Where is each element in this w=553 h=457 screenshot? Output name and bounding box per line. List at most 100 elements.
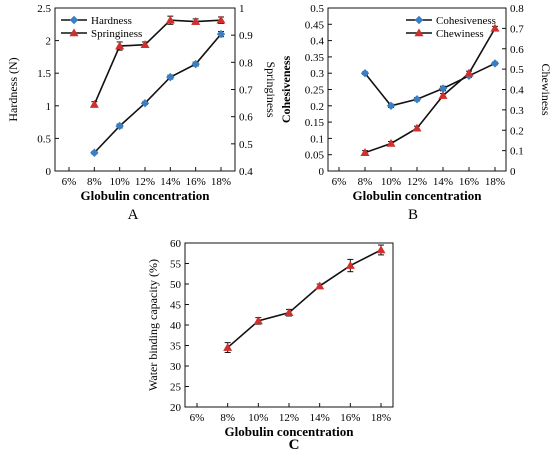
x-axis-label: Globulin concentration <box>353 188 483 203</box>
series-hardness <box>90 29 226 157</box>
x-tick-label: 12% <box>279 412 299 424</box>
x-tick-label: 6% <box>62 176 77 188</box>
x-tick-label: 6% <box>190 412 205 424</box>
data-point <box>165 15 175 24</box>
y2-tick-label: 0.6 <box>510 44 524 56</box>
y-tick-label: 35 <box>170 341 182 353</box>
x-tick-label: 12% <box>407 176 427 188</box>
y2-tick-label: 0.5 <box>510 64 524 76</box>
y2-tick-label: 0.7 <box>239 85 253 97</box>
series-line <box>93 33 222 154</box>
x-tick-label: 14% <box>433 176 453 188</box>
y2-tick-label: 0.6 <box>239 112 253 124</box>
x-axis-label: Globulin concentration <box>225 424 355 439</box>
y2-tick-label: 0.2 <box>510 125 524 137</box>
y-tick-label: 20 <box>170 402 182 414</box>
legend-label: Cohesiveness <box>436 15 496 27</box>
y2-tick-label: 0.1 <box>510 146 524 158</box>
legend-label: Chewiness <box>436 28 484 40</box>
data-point <box>376 245 386 254</box>
y2-tick-label: 0.3 <box>510 105 524 117</box>
y-tick-label: 40 <box>170 320 182 332</box>
data-point <box>115 121 124 131</box>
series-line <box>227 249 382 349</box>
data-point <box>386 138 396 147</box>
y-tick-label: 25 <box>170 382 182 394</box>
y-tick-label: 0.2 <box>310 101 324 113</box>
y-tick-label: 30 <box>170 361 182 373</box>
y-tick-label: 0.3 <box>310 68 324 80</box>
x-tick-label: 18% <box>371 412 391 424</box>
legend-label: Hardness <box>91 15 132 27</box>
y-axis-label-left: Water binding capacity (%) <box>146 259 160 391</box>
y-tick-label: 0 <box>46 166 52 178</box>
data-point <box>464 68 474 77</box>
series-line <box>364 27 496 154</box>
x-tick-label: 10% <box>110 176 130 188</box>
y-axis-label-right: Chewiness <box>539 64 553 116</box>
x-tick-label: 8% <box>220 412 235 424</box>
legend-marker <box>414 15 424 25</box>
data-point <box>140 98 150 108</box>
data-point <box>253 316 263 325</box>
data-point <box>140 40 150 48</box>
x-tick-label: 18% <box>211 176 231 188</box>
panel-letter-c: C <box>289 437 300 453</box>
y-tick-label: 0 <box>319 166 325 178</box>
y-tick-label: 0.35 <box>305 52 325 64</box>
y-tick-label: 0.15 <box>305 117 325 129</box>
y-axis-label-left: Hardness (N) <box>6 57 20 121</box>
y2-tick-label: 0.8 <box>239 57 253 69</box>
data-point <box>223 342 233 351</box>
data-point <box>345 260 355 269</box>
y2-tick-label: 0.7 <box>510 23 524 35</box>
series-cohesiveness <box>360 59 500 111</box>
y2-tick-label: 0.4 <box>239 166 253 178</box>
y-tick-label: 2 <box>46 36 52 48</box>
y-axis-label-right: Springiness <box>264 61 278 117</box>
x-tick-label: 16% <box>340 412 360 424</box>
x-tick-label: 16% <box>459 176 479 188</box>
data-point <box>360 148 370 156</box>
legend-marker <box>69 15 79 25</box>
panel-b: 0 0.05 0.1 0.15 0.2 0.25 0.3 0.35 0.4 0.45 0.5 0 0.1… <box>279 3 553 223</box>
legend-marker <box>69 28 79 37</box>
y2-tick-label: 0.8 <box>510 3 524 15</box>
x-axis-label: Globulin concentration <box>81 188 211 203</box>
y-tick-label: 0.25 <box>305 85 325 97</box>
series-springiness <box>89 15 226 108</box>
y-tick-label: 0.1 <box>310 133 324 145</box>
x-tick-label: 14% <box>160 176 180 188</box>
data-point <box>191 16 201 25</box>
y-tick-label: 0.05 <box>305 150 325 162</box>
data-point <box>115 41 125 50</box>
y-tick-label: 0.5 <box>37 133 51 145</box>
x-tick-label: 16% <box>186 176 206 188</box>
panel-letter-b: B <box>408 207 418 223</box>
y2-tick-label: 0 <box>510 166 516 178</box>
y-axis-label-left: Cohesiveness <box>279 56 293 124</box>
data-point <box>216 29 226 39</box>
x-tick-label: 10% <box>248 412 268 424</box>
data-point <box>90 148 99 157</box>
y2-tick-label: 1 <box>239 3 245 15</box>
y-tick-label: 1 <box>46 101 52 113</box>
panel-c: 20 25 30 35 40 45 50 55 60 6% 8% 10% 12% 14% 16% 18% Glo… <box>146 238 394 453</box>
data-point <box>216 15 226 24</box>
series-line <box>364 62 496 107</box>
y2-tick-label: 0.9 <box>239 30 253 42</box>
y-tick-label: 50 <box>170 279 182 291</box>
y-tick-label: 1.5 <box>37 68 51 80</box>
y-tick-label: 2.5 <box>37 3 51 15</box>
panel-letter-a: A <box>128 207 139 223</box>
data-point <box>490 59 500 68</box>
x-tick-label: 8% <box>87 176 102 188</box>
x-tick-label: 18% <box>485 176 505 188</box>
x-tick-label: 8% <box>358 176 373 188</box>
panel-a: 00.511.522.50.40.50.60.70.80.916% 8% 10% 12… <box>6 3 278 223</box>
data-point <box>438 91 448 99</box>
data-point <box>89 99 99 108</box>
y2-tick-label: 0.5 <box>239 139 253 151</box>
